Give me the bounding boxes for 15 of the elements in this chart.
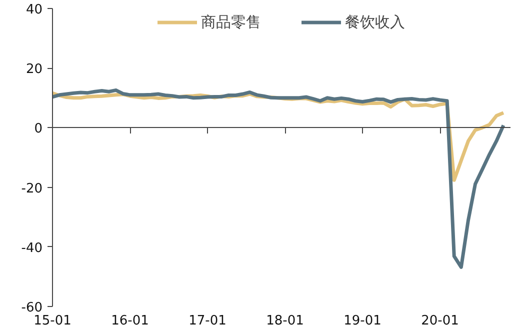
x-tick-label: 20-01	[421, 314, 459, 328]
y-tick-label: 20	[26, 62, 43, 78]
x-tick-label: 16-01	[111, 314, 149, 328]
legend-label: 餐饮收入	[345, 12, 405, 32]
y-tick-label: -20	[21, 181, 42, 196]
y-tick-label: -60	[21, 300, 42, 316]
x-tick-label: 18-01	[266, 314, 304, 328]
y-tick-label: -40	[21, 240, 42, 256]
x-tick-label: 19-01	[344, 314, 382, 328]
y-tick-label: 40	[26, 2, 43, 18]
y-tick-label: 0	[34, 122, 43, 137]
x-tick-label: 17-01	[188, 314, 226, 328]
legend-label: 商品零售	[201, 12, 261, 32]
line-series	[52, 88, 506, 269]
x-tick-label: 15-01	[34, 314, 72, 328]
